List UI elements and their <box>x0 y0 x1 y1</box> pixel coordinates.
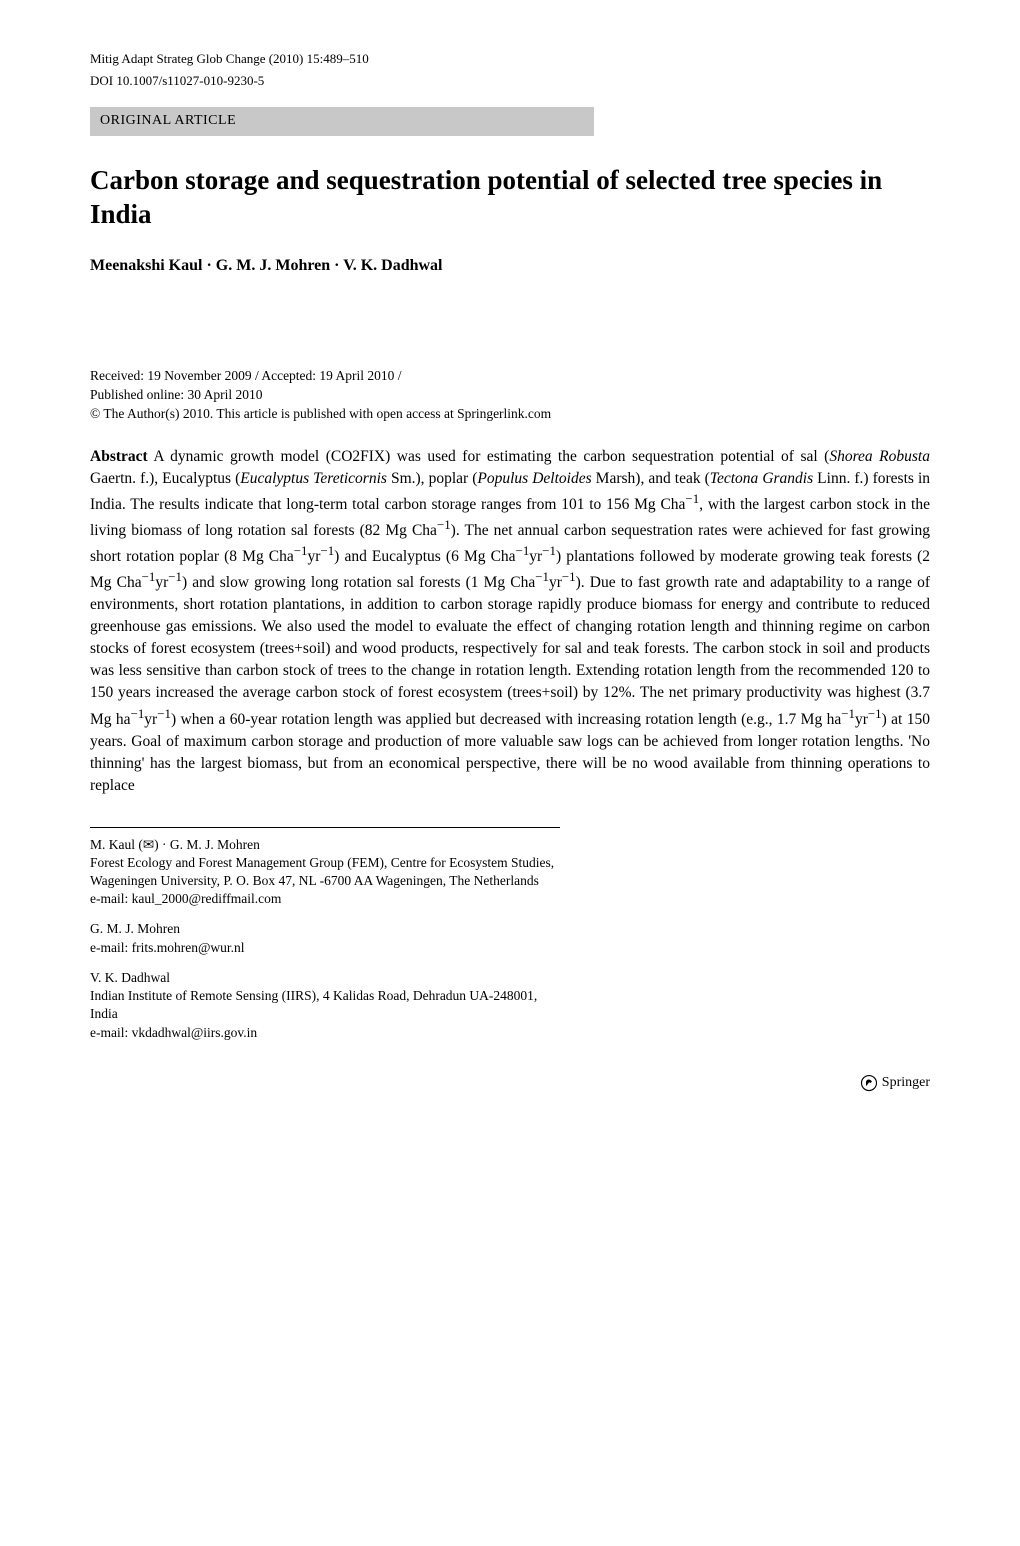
running-head: Mitig Adapt Strateg Glob Change (2010) 1… <box>90 50 930 68</box>
affiliation-authors: V. K. Dadhwal <box>90 969 560 987</box>
affiliation-3: V. K. Dadhwal Indian Institute of Remote… <box>90 969 560 1042</box>
affiliation-1: M. Kaul (✉) · G. M. J. Mohren Forest Eco… <box>90 836 560 909</box>
springer-horse-icon <box>860 1074 878 1092</box>
page-footer: Springer <box>90 1074 930 1093</box>
abstract: Abstract A dynamic growth model (CO2FIX)… <box>90 446 930 797</box>
affiliations-block: M. Kaul (✉) · G. M. J. Mohren Forest Eco… <box>90 827 560 1042</box>
springer-logo: Springer <box>860 1074 930 1093</box>
publication-dates: Received: 19 November 2009 / Accepted: 1… <box>90 367 930 424</box>
affiliation-authors: M. Kaul (✉) · G. M. J. Mohren <box>90 836 560 854</box>
abstract-label: Abstract <box>90 448 148 465</box>
received-accepted-line: Received: 19 November 2009 / Accepted: 1… <box>90 367 930 386</box>
article-title: Carbon storage and sequestration potenti… <box>90 164 930 232</box>
published-online-line: Published online: 30 April 2010 <box>90 386 930 405</box>
affiliation-line: Wageningen University, P. O. Box 47, NL … <box>90 872 560 890</box>
doi: DOI 10.1007/s11027-010-9230-5 <box>90 72 930 90</box>
affiliation-2: G. M. J. Mohren e-mail: frits.mohren@wur… <box>90 920 560 956</box>
affiliation-email: e-mail: kaul_2000@rediffmail.com <box>90 890 560 908</box>
author-list: Meenakshi Kaul · G. M. J. Mohren · V. K.… <box>90 255 930 277</box>
affiliation-email: e-mail: frits.mohren@wur.nl <box>90 939 560 957</box>
abstract-text: A dynamic growth model (CO2FIX) was used… <box>90 448 930 794</box>
article-type-label: ORIGINAL ARTICLE <box>90 107 594 136</box>
journal-citation: Mitig Adapt Strateg Glob Change (2010) 1… <box>90 50 369 68</box>
affiliation-authors: G. M. J. Mohren <box>90 920 560 938</box>
publisher-name: Springer <box>882 1074 930 1093</box>
copyright-line: © The Author(s) 2010. This article is pu… <box>90 405 930 424</box>
affiliation-line: Forest Ecology and Forest Management Gro… <box>90 854 560 872</box>
affiliation-line: Indian Institute of Remote Sensing (IIRS… <box>90 987 560 1023</box>
affiliation-email: e-mail: vkdadhwal@iirs.gov.in <box>90 1024 560 1042</box>
